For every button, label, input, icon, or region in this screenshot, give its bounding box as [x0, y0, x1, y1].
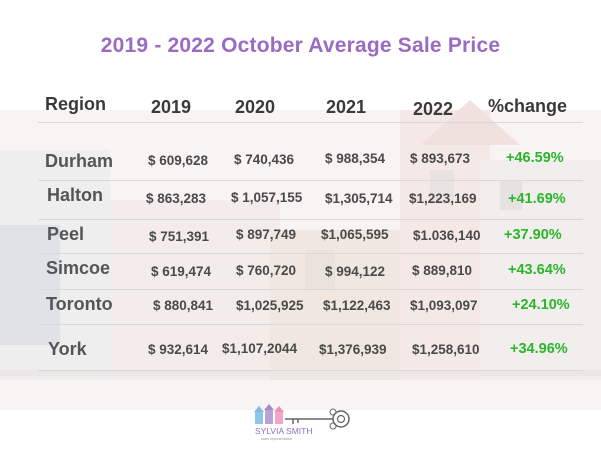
value-2021: $1,376,939	[319, 342, 387, 357]
region-label: Durham	[45, 151, 114, 171]
value-2019: $ 751,391	[149, 229, 210, 244]
value-2020: $ 740,436	[234, 152, 295, 167]
logo-tagline: sales representative	[261, 437, 292, 441]
header-region: Region	[45, 94, 106, 114]
value-2021: $1,305,714	[325, 191, 393, 206]
value-2021: $ 988,354	[325, 151, 386, 166]
header-change: %change	[488, 96, 568, 116]
change-value: +24.10%	[512, 297, 570, 313]
sylvia-smith-logo: SYLVIA SMITH sales representative	[254, 404, 350, 441]
region-label: Toronto	[46, 294, 113, 314]
value-2022: $ 889,810	[412, 263, 473, 278]
value-2021: $1,065,595	[321, 227, 389, 242]
value-2020: $ 897,749	[236, 227, 297, 242]
change-value: +46.59%	[506, 150, 564, 166]
region-label: Simcoe	[46, 258, 111, 278]
value-2022: $1,258,610	[412, 342, 480, 357]
region-label: Peel	[47, 224, 85, 244]
change-value: +37.90%	[504, 227, 562, 243]
value-2020: $ 760,720	[236, 263, 297, 278]
logo-name: SYLVIA SMITH	[255, 426, 312, 436]
region-label: York	[48, 339, 87, 359]
value-2019: $ 619,474	[151, 264, 212, 279]
divider	[38, 122, 583, 123]
value-2021: $ 994,122	[325, 264, 386, 279]
divider	[38, 289, 583, 290]
value-2020: $1,025,925	[236, 298, 304, 313]
value-2022: $1.036,140	[413, 228, 481, 243]
header-2022: 2022	[413, 99, 454, 119]
change-value: +41.69%	[508, 191, 566, 207]
page-title: 2019 - 2022 October Average Sale Price	[100, 34, 501, 57]
header-2019: 2019	[151, 97, 192, 117]
value-2021: $1,122,463	[323, 298, 391, 313]
header-2020: 2020	[235, 97, 276, 117]
value-2022: $1,093,097	[410, 298, 478, 313]
divider	[38, 219, 583, 220]
header-2021: 2021	[326, 97, 367, 117]
value-2019: $ 609,628	[148, 153, 209, 168]
divider	[38, 370, 583, 371]
value-2019: $ 932,614	[148, 342, 209, 357]
divider	[38, 253, 583, 254]
change-value: +43.64%	[508, 262, 566, 278]
value-2019: $ 880,841	[153, 298, 214, 313]
value-2020: $1,107,2044	[222, 341, 298, 356]
divider	[38, 180, 583, 181]
value-2019: $ 863,283	[146, 191, 207, 206]
divider	[38, 324, 583, 325]
region-label: Halton	[47, 185, 103, 205]
value-2020: $ 1,057,155	[231, 190, 303, 205]
value-2022: $ 893,673	[410, 151, 471, 166]
change-value: +34.96%	[510, 341, 568, 357]
value-2022: $1,223,169	[409, 191, 477, 206]
